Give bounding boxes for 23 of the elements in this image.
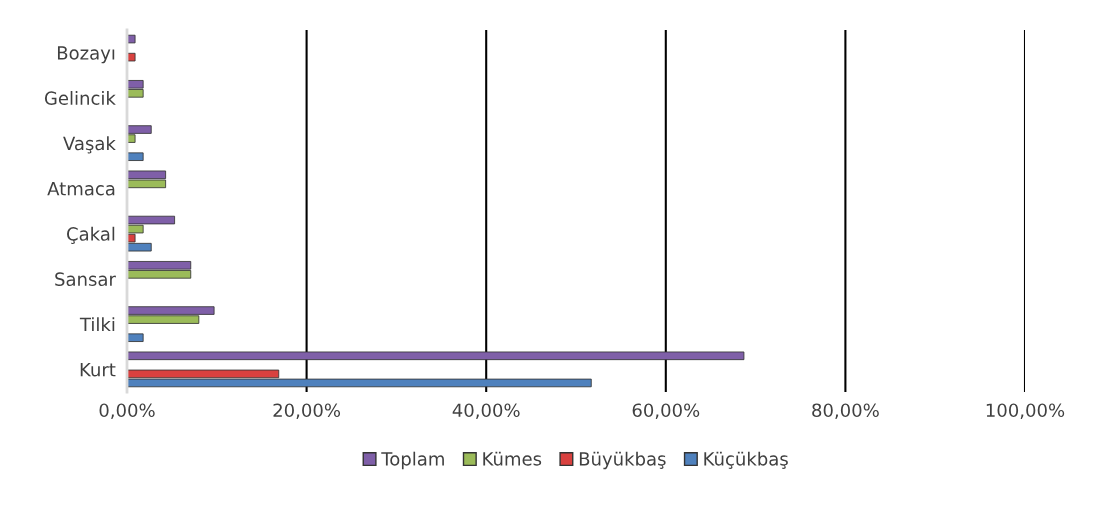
y-tick-label: Bozayı [57,46,115,64]
y-tick-label: Kurt [80,363,116,377]
x-tick-label: 40,00% [452,403,520,419]
y-tick-label: Çakal [67,226,115,244]
legend-label: Kümes [483,451,542,466]
y-tick-label: Sansar [55,272,116,286]
legend-label: Büyükbaş [579,451,666,470]
x-tick-label: 0,00% [99,403,155,419]
x-tick-label: 20,00% [273,403,341,419]
x-tick-label: 100,00% [986,403,1065,419]
bar [127,152,144,161]
x-tick-label: 60,00% [632,403,700,419]
y-tick-label: Gelincik [44,91,116,105]
y-tick-label: Tilki [79,317,115,331]
bar [127,52,136,62]
bar [127,34,136,44]
legend-label: Toplam [381,451,444,470]
y-tick-label: Vaşak [63,136,116,154]
x-tick-label: 80,00% [812,403,879,419]
bar [127,333,144,342]
y-tick-label: Atmaca [47,182,115,196]
legend-label: Küçükbaş [704,451,788,469]
bar [127,351,745,361]
